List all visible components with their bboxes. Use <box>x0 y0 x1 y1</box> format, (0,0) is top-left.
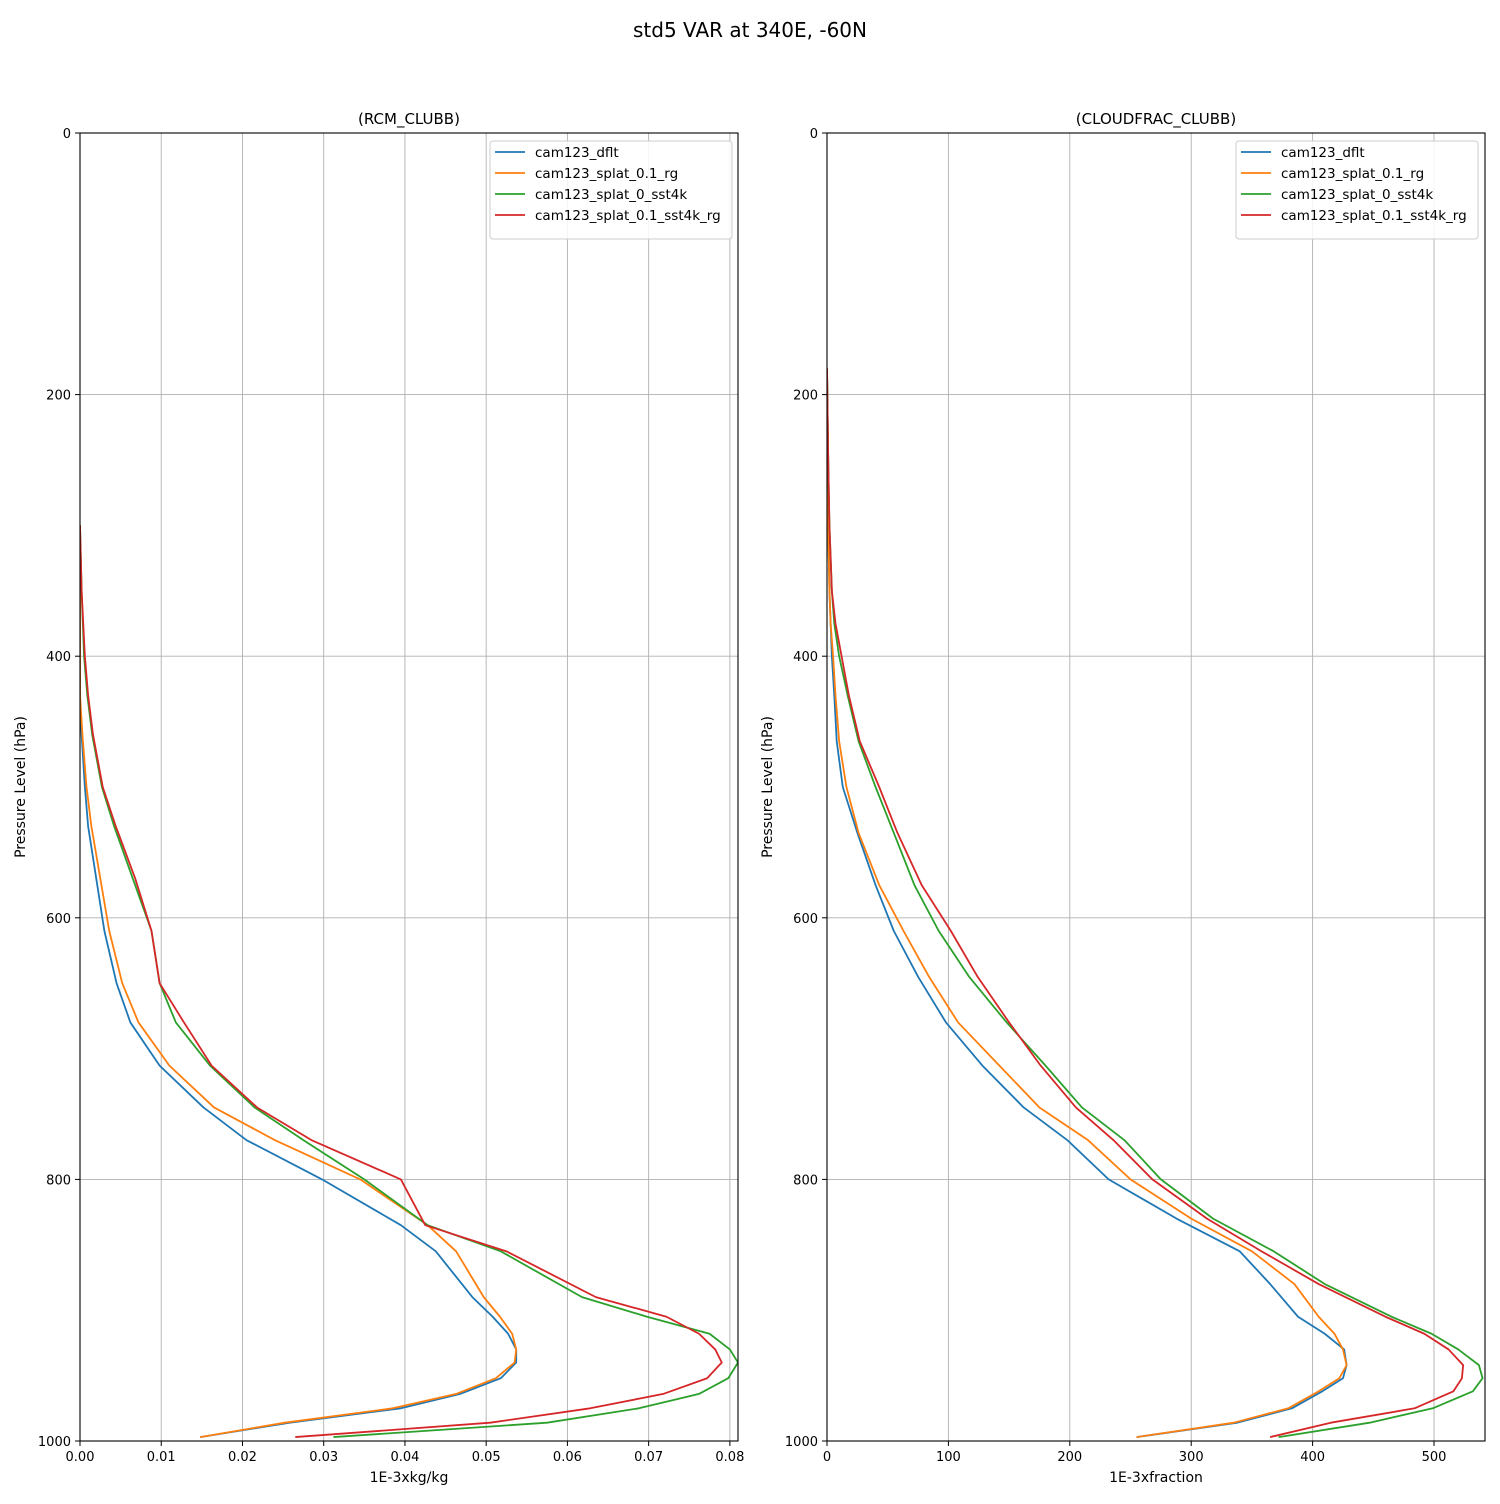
x-tick-label: 0.01 <box>147 1450 176 1465</box>
y-tick-label: 200 <box>793 389 818 404</box>
legend-entry-label: cam123_splat_0.1_rg <box>535 166 678 182</box>
x-axis-label: 1E-3xkg/kg <box>370 1470 449 1486</box>
x-tick-label: 200 <box>1057 1450 1082 1465</box>
series-line <box>80 525 518 1438</box>
panel-title: (CLOUDFRAC_CLUBB) <box>1076 110 1236 129</box>
plot-panel: 0 100 200 300 400 500 0 200 400 600 800 1000 (CLOUDF… <box>760 110 1486 1486</box>
y-tick-label: 600 <box>793 912 818 927</box>
y-tick-label: 400 <box>793 650 818 665</box>
x-tick-label: 500 <box>1422 1450 1447 1465</box>
y-axis-label: Pressure Level (hPa) <box>760 716 776 858</box>
y-axis-label: Pressure Level (hPa) <box>13 716 29 858</box>
series-line <box>827 368 1484 1438</box>
legend: cam123_dflt cam123_splat_0.1_rg cam123_spl… <box>1235 140 1479 240</box>
x-tick-label: 0.02 <box>228 1450 257 1465</box>
series-line <box>827 368 1348 1438</box>
y-tick-label: 1000 <box>38 1435 71 1450</box>
y-tick-label: 1000 <box>785 1435 818 1450</box>
x-tick-label: 0.05 <box>472 1450 501 1465</box>
figure-suptitle: std5 VAR at 340E, -60N <box>633 18 867 42</box>
legend-entry-label: cam123_dflt <box>535 145 619 161</box>
y-tick-label: 200 <box>46 389 71 404</box>
y-tick-label: 0 <box>810 127 818 142</box>
x-tick-label: 0.04 <box>390 1450 419 1465</box>
plot-frame <box>826 132 1486 1442</box>
x-tick-label: 0.07 <box>634 1450 663 1465</box>
x-tick-label: 0.00 <box>66 1450 95 1465</box>
x-tick-label: 0.06 <box>553 1450 582 1465</box>
y-tick-label: 0 <box>63 127 71 142</box>
x-tick-label: 0.08 <box>715 1450 744 1465</box>
legend-box <box>489 140 733 240</box>
legend-box <box>1235 140 1479 240</box>
x-tick-label: 0.03 <box>309 1450 338 1465</box>
x-tick-label: 100 <box>936 1450 961 1465</box>
legend-entry-label: cam123_splat_0.1_sst4k_rg <box>1281 208 1467 224</box>
plot-frame <box>79 132 739 1442</box>
panel-title: (RCM_CLUBB) <box>358 110 460 129</box>
x-tick-label: 300 <box>1179 1450 1204 1465</box>
legend-entry-label: cam123_splat_0.1_rg <box>1281 166 1424 182</box>
legend: cam123_dflt cam123_splat_0.1_rg cam123_spl… <box>489 140 733 240</box>
y-tick-label: 800 <box>46 1173 71 1188</box>
legend-entry-label: cam123_dflt <box>1281 145 1365 161</box>
series-line <box>80 525 723 1438</box>
y-tick-label: 400 <box>46 650 71 665</box>
y-tick-label: 800 <box>793 1173 818 1188</box>
x-tick-label: 0 <box>823 1450 831 1465</box>
plot-panel: 0.00 0.01 0.02 0.03 0.04 0.05 0.06 0.07 0.08 0 200… <box>13 110 744 1486</box>
series-line <box>827 368 1465 1438</box>
x-axis-label: 1E-3xfraction <box>1109 1470 1203 1486</box>
legend-entry-label: cam123_splat_0_sst4k <box>1281 187 1433 203</box>
x-tick-label: 400 <box>1300 1450 1325 1465</box>
y-tick-label: 600 <box>46 912 71 927</box>
legend-entry-label: cam123_splat_0.1_sst4k_rg <box>535 208 721 224</box>
legend-entry-label: cam123_splat_0_sst4k <box>535 187 687 203</box>
series-line <box>80 525 518 1438</box>
